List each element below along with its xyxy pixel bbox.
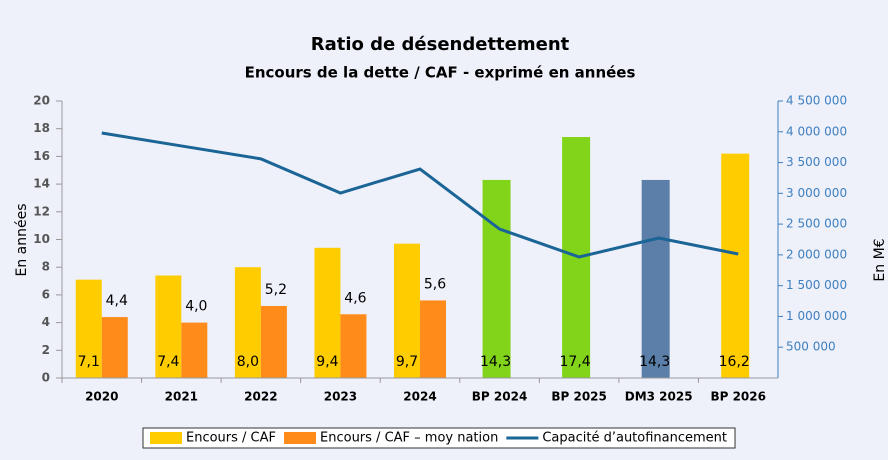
x-tick-label: 2022	[244, 390, 277, 404]
y-tick-label: 2	[42, 343, 50, 357]
y-tick-label: 16	[33, 149, 50, 163]
x-tick-label: 2023	[324, 390, 357, 404]
data-label: 4,6	[344, 290, 366, 306]
data-label: 8,0	[237, 354, 259, 370]
line-series	[101, 131, 739, 259]
data-label: 4,4	[106, 293, 128, 309]
legend-label: Capacité d’autofinancement	[542, 431, 727, 446]
y-axis-label: En années	[14, 203, 30, 276]
chart-subtitle: Encours de la dette / CAF - exprimé en a…	[245, 64, 636, 82]
bar	[75, 279, 102, 378]
y2-axis-label: En M€	[872, 238, 888, 281]
y-tick-label: 0	[42, 371, 50, 385]
bar	[394, 243, 420, 378]
y-tick-label: 8	[42, 260, 50, 274]
data-label: 5,6	[424, 276, 446, 292]
y2-tick-label: 4 500 000	[786, 94, 847, 108]
data-label: 14,3	[480, 354, 511, 370]
y-tick-label: 14	[33, 177, 50, 191]
x-tick-label: 2020	[85, 390, 118, 404]
x-tick-label: DM3 2025	[625, 390, 693, 404]
bar	[721, 153, 750, 378]
y-tick-label: 18	[33, 121, 50, 135]
data-label: 17,4	[560, 354, 591, 370]
bar	[101, 317, 128, 378]
bar	[340, 314, 367, 378]
y2-tick-label: 2 500 000	[786, 217, 847, 231]
legend-swatch	[150, 432, 182, 444]
y-tick-label: 4	[42, 315, 50, 329]
y2-tick-label: 4 000 000	[786, 124, 847, 138]
y2-tick-label: 3 500 000	[786, 155, 847, 169]
y-tick-label: 20	[33, 94, 50, 108]
bar	[181, 322, 208, 378]
y2-tick-label: 3 000 000	[786, 186, 847, 200]
legend-label: Encours / CAF	[186, 431, 276, 446]
x-tick-label: BP 2025	[551, 390, 607, 404]
x-tick-label: BP 2024	[472, 390, 528, 404]
data-label: 9,7	[396, 354, 418, 370]
y-tick-label: 12	[33, 204, 50, 218]
x-tick-label: 2021	[165, 390, 198, 404]
data-label: 4,0	[185, 299, 207, 315]
y2-tick-label: 1 500 000	[786, 278, 847, 292]
bar	[314, 247, 341, 378]
y-tick-label: 10	[33, 232, 50, 246]
y2-tick-label: 2 000 000	[786, 247, 847, 261]
legend-label: Encours / CAF – moy nation	[320, 431, 498, 446]
data-label: 7,1	[78, 354, 100, 370]
bar	[420, 300, 446, 378]
bar	[641, 179, 670, 378]
data-label: 7,4	[157, 354, 179, 370]
data-label: 9,4	[316, 354, 338, 370]
bar	[155, 275, 182, 378]
data-label: 16,2	[719, 354, 750, 370]
y2-tick-label: 1 000 000	[786, 309, 847, 323]
data-label: 5,2	[265, 282, 287, 298]
chart-title: Ratio de désendettement	[311, 34, 570, 55]
bar	[482, 179, 511, 378]
bar	[234, 267, 261, 378]
x-tick-label: 2024	[403, 390, 436, 404]
bar	[260, 305, 287, 378]
data-label: 14,3	[639, 354, 670, 370]
y-tick-label: 6	[42, 287, 50, 301]
y2-tick-label: 500 000	[786, 340, 836, 354]
x-tick-label: BP 2026	[710, 390, 766, 404]
legend-swatch	[284, 432, 317, 444]
